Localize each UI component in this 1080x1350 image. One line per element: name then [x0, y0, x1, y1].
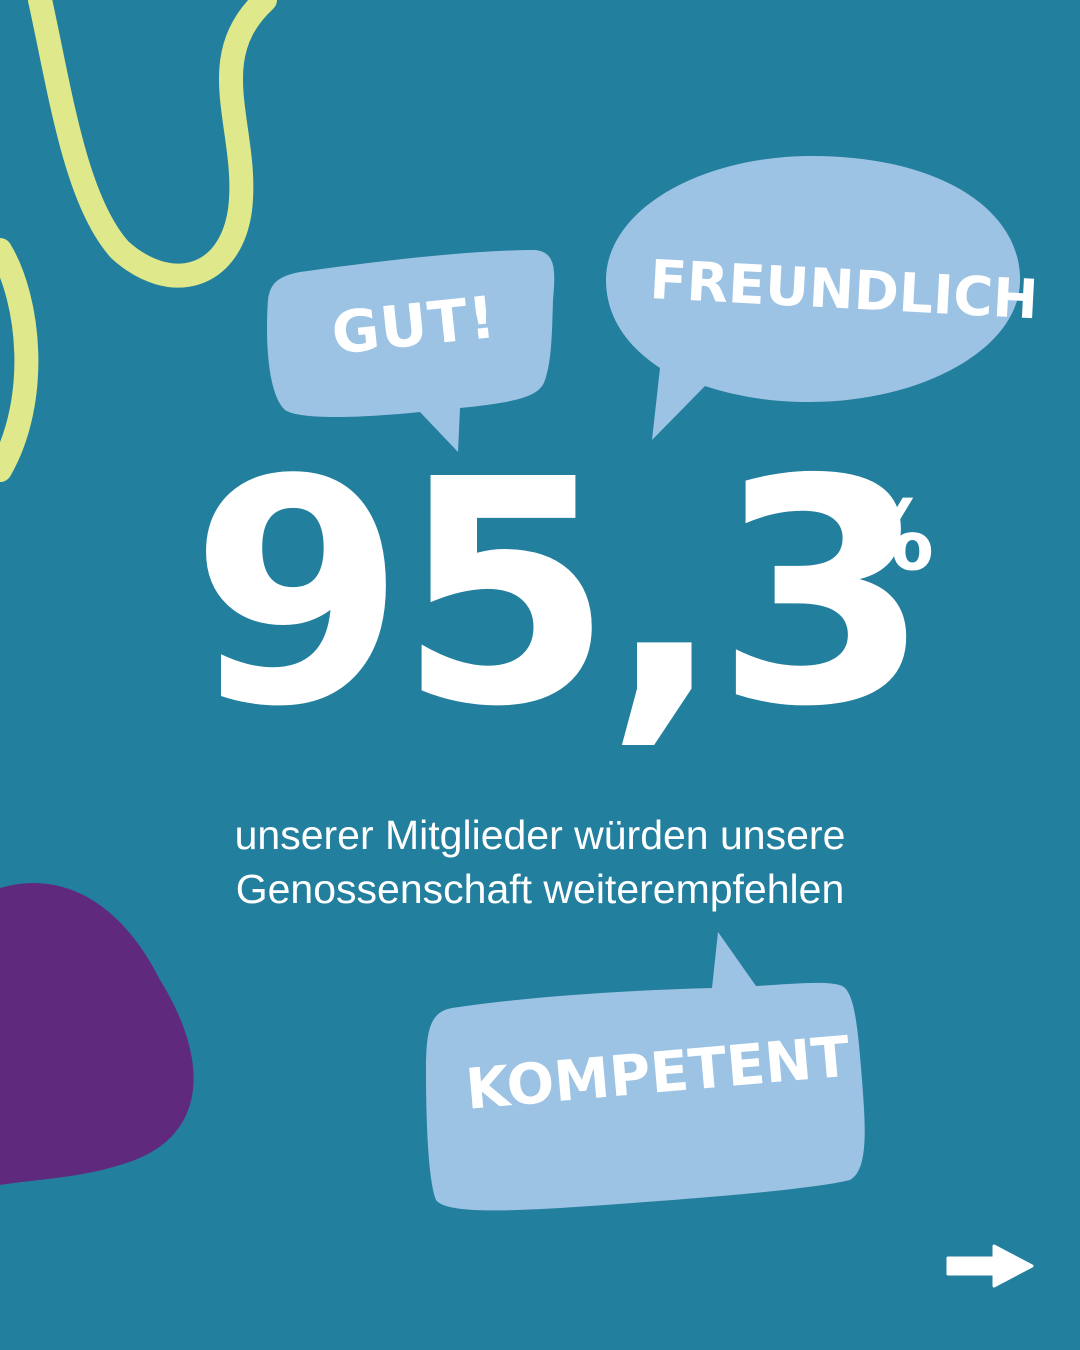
yellow-squiggle-lower	[0, 238, 39, 482]
caption-line-2: Genossenschaft weiterempfehlen	[235, 866, 845, 912]
speech-bubble-gut	[266, 250, 555, 452]
statistic-unit: %	[838, 480, 935, 592]
speech-bubble-kompetent	[426, 932, 865, 1211]
arrow-right-icon[interactable]	[944, 1242, 1036, 1290]
purple-blob	[0, 882, 194, 1185]
yellow-squiggle	[28, 0, 277, 288]
statistic-value: 95,3	[190, 414, 931, 775]
caption-line-1: unserer Mitglieder würden unsere	[234, 812, 846, 858]
statistic-caption: unserer Mitglieder würden unsere Genosse…	[0, 808, 1080, 916]
speech-bubble-freundlich	[606, 156, 1021, 440]
